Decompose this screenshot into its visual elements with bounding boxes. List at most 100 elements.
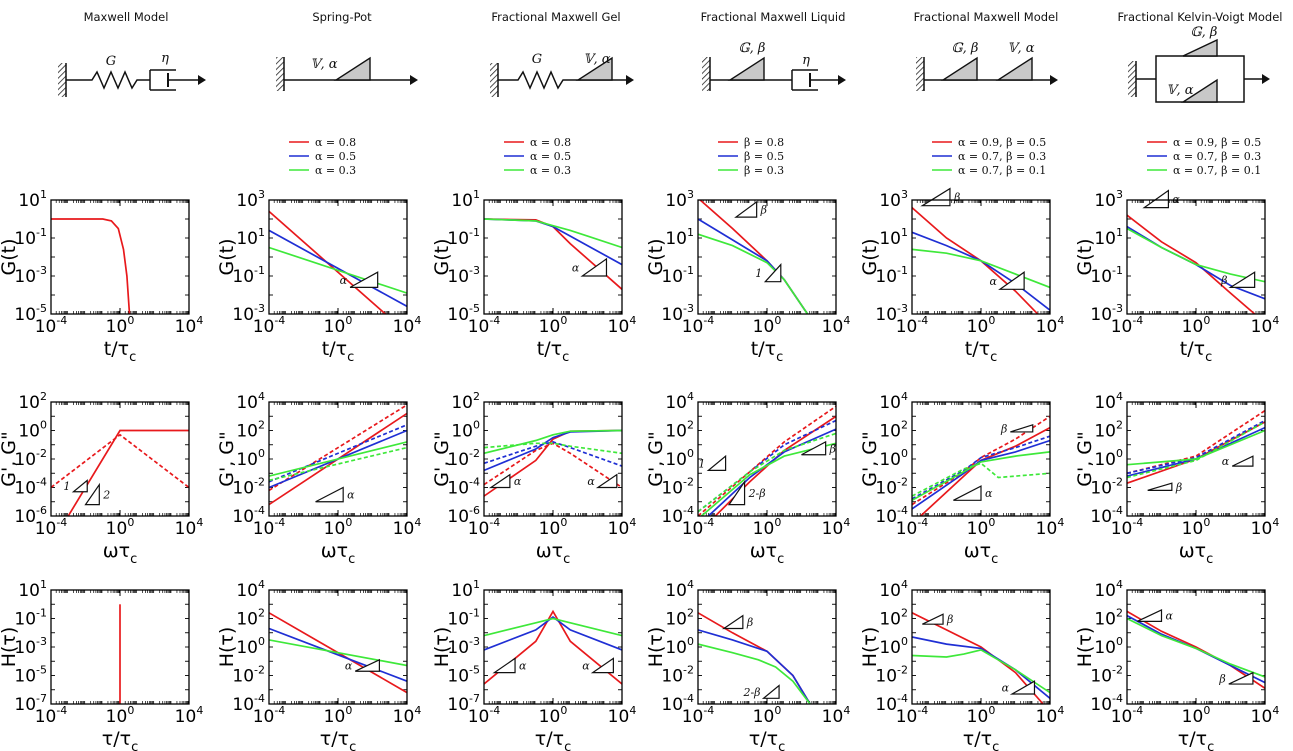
tick-exponent: 3: [901, 188, 908, 201]
symbol-label: η: [161, 51, 169, 66]
axis-subscript: c: [563, 552, 570, 567]
series-line: [1127, 227, 1265, 283]
series-line: [51, 433, 189, 489]
tick-exponent: -1: [36, 226, 47, 239]
legend-label: α = 0.7, β = 0.3: [958, 150, 1046, 163]
tick-exponent: 0: [774, 314, 781, 327]
y-tick-label: 101: [18, 188, 47, 211]
x-tick-label: 10-4: [35, 516, 68, 539]
springpot-element: [940, 56, 978, 81]
tick-exponent: -4: [703, 314, 714, 327]
x-tick-label: 100: [1182, 704, 1211, 727]
tick-exponent: -1: [897, 264, 908, 277]
y-tick-label: 102: [1094, 419, 1123, 442]
tick-exponent: 4: [1116, 390, 1123, 403]
x-axis-label: t/τc: [1180, 338, 1212, 365]
x-axis-label: ωτc: [1179, 540, 1214, 567]
tick-exponent: 1: [258, 226, 265, 239]
tick-exponent: 0: [901, 635, 908, 648]
tick-exponent: 4: [196, 516, 203, 529]
series-line: [51, 218, 131, 314]
tick-exponent: 0: [1116, 447, 1123, 460]
x-tick-label: 10-4: [682, 704, 715, 727]
tick-exponent: 4: [258, 390, 265, 403]
wall: [276, 57, 284, 91]
tick-exponent: -7: [36, 692, 47, 705]
slope-label: α: [1166, 610, 1174, 623]
slope-label: α: [345, 660, 353, 673]
series-line: [1127, 421, 1265, 479]
tick-exponent: -1: [469, 607, 480, 620]
tick-exponent: -5: [469, 664, 480, 677]
axis-subscript: c: [778, 740, 785, 751]
series-line: [269, 441, 407, 477]
tick-exponent: -3: [1112, 302, 1123, 315]
x-axis-label: ωτc: [536, 540, 571, 567]
tick-exponent: -2: [683, 476, 694, 489]
column-title: Fractional Kelvin-Voigt Model: [1117, 10, 1282, 24]
series-line: [698, 405, 836, 516]
slope-triangle: [1228, 271, 1256, 288]
y-tick-label: 100: [1094, 635, 1123, 658]
tick-exponent: 1: [473, 578, 480, 591]
slope-label: β: [1000, 422, 1007, 435]
legend-label: α = 0.7, β = 0.3: [1173, 150, 1261, 163]
x-tick-label: 10-4: [468, 704, 501, 727]
legend-label: α = 0.3: [530, 164, 571, 177]
y-tick-label: 104: [665, 390, 694, 413]
y-axis-label: H(τ): [645, 627, 667, 668]
plot-frame: [1126, 401, 1266, 517]
column-title: Fractional Maxwell Gel: [491, 10, 620, 24]
slope-triangle: [84, 482, 100, 506]
tick-exponent: 0: [1203, 314, 1210, 327]
series-group: [484, 609, 622, 685]
y-tick-label: 104: [1094, 578, 1123, 601]
x-tick-label: 104: [175, 704, 204, 727]
tick-exponent: -4: [36, 476, 47, 489]
tick-exponent: 1: [687, 226, 694, 239]
tick-exponent: -3: [897, 302, 908, 315]
x-tick-label: 100: [539, 516, 568, 539]
tick-exponent: -4: [917, 516, 928, 529]
slope-label: α: [1222, 455, 1230, 468]
legend-label: α = 0.7, β = 0.1: [1173, 164, 1261, 177]
series-group: [51, 218, 131, 314]
x-tick-label: 100: [753, 516, 782, 539]
legend-label: α = 0.7, β = 0.1: [958, 164, 1046, 177]
tick-exponent: 4: [1272, 704, 1279, 717]
tick-exponent: -3: [469, 635, 480, 648]
tick-exponent: 2: [473, 390, 480, 403]
x-tick-label: 104: [1251, 516, 1280, 539]
x-tick-label: 100: [753, 704, 782, 727]
arrow-head: [1050, 75, 1058, 85]
tick-exponent: 1: [40, 578, 47, 591]
slope-label: β: [953, 191, 960, 204]
fractional-kelvin-voigt-diagram: 𝔾, β 𝕍, α: [1128, 25, 1270, 103]
tick-exponent: 1: [473, 188, 480, 201]
axis-subscript: c: [347, 350, 354, 365]
x-axis-label: τ/τc: [749, 728, 785, 751]
arrow-head: [838, 75, 846, 85]
axis-subscript: c: [131, 740, 138, 751]
axis-subscript: c: [129, 350, 136, 365]
y-tick-label: 101: [451, 188, 480, 211]
tick-exponent: -4: [683, 692, 694, 705]
legend-label: α = 0.3: [315, 164, 356, 177]
symbol-label: 𝕍, α: [1007, 41, 1034, 56]
tick-exponent: 0: [774, 704, 781, 717]
legend-label: α = 0.5: [530, 150, 571, 163]
tick-exponent: -4: [703, 704, 714, 717]
x-axis-label: τ/τc: [535, 728, 571, 751]
y-axis-label: G(t): [216, 239, 238, 276]
x-tick-label: 104: [822, 704, 851, 727]
plot-frame: [50, 589, 190, 705]
y-axis-label: G', G": [859, 431, 881, 487]
tick-exponent: 4: [629, 516, 636, 529]
wall: [702, 57, 710, 91]
wall: [490, 63, 498, 97]
slope-label: β: [760, 204, 767, 217]
springpot-element: [575, 56, 613, 81]
